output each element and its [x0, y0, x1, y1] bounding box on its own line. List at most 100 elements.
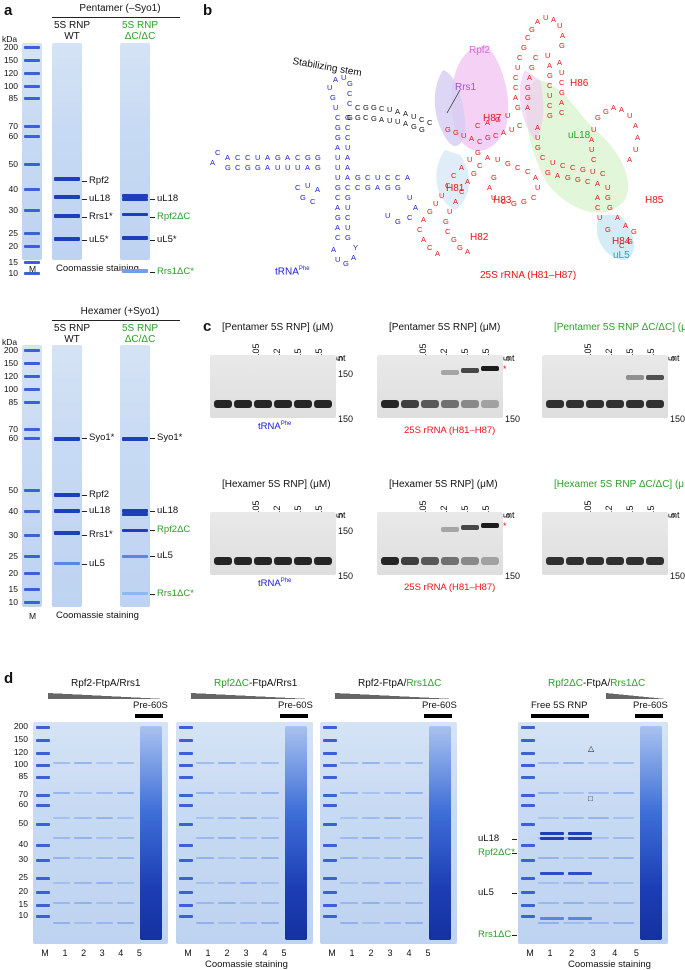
svg-text:G: G [521, 43, 527, 52]
ul5-label: uL5 [613, 250, 630, 261]
svg-text:A: A [627, 155, 632, 164]
gradient-wedge [335, 693, 454, 699]
faint-band [538, 817, 559, 819]
emsa-header: [Pentamer 5S RNP ΔC/ΔC] (μM) [554, 322, 685, 333]
svg-text:G: G [451, 235, 457, 244]
svg-text:U: U [547, 91, 552, 100]
svg-text:G: G [355, 173, 361, 182]
svg-text:A: A [305, 163, 310, 172]
ladder-mw-label: 25 [8, 228, 18, 238]
faint-band [95, 882, 113, 884]
ladder-mw-label: 15 [8, 257, 18, 267]
ladder-band [179, 726, 193, 729]
ladder-mw-label: 200 [3, 42, 18, 52]
svg-text:G: G [330, 93, 336, 102]
left-protein-label: Syo1* [89, 432, 115, 443]
svg-text:C: C [525, 167, 531, 176]
ladder-band [179, 752, 193, 755]
pre60s-label: Pre-60S [278, 700, 313, 711]
ladder-band [24, 135, 40, 138]
svg-text:C: C [345, 183, 351, 192]
trna-caption: tRNAPhe [258, 421, 292, 433]
title-underline [52, 320, 180, 321]
svg-text:G: G [575, 175, 581, 184]
svg-text:A: A [533, 173, 538, 182]
svg-text:G: G [335, 213, 341, 222]
svg-text:C: C [517, 53, 523, 62]
h87-label: H87 [483, 113, 502, 124]
pre60s-label: Pre-60S [633, 700, 668, 711]
nt-150-label: 150 [670, 414, 685, 424]
svg-text:C: C [477, 137, 483, 146]
lane-label: 1 [547, 948, 553, 958]
right-protein-label: uL18 [157, 505, 179, 516]
svg-text:G: G [457, 243, 463, 252]
pre60s-label: Pre-60S [133, 700, 168, 711]
svg-text:C: C [445, 227, 451, 236]
complex-band [441, 370, 459, 375]
h84-label: H84 [612, 236, 631, 247]
faint-band [383, 857, 402, 859]
svg-text:G: G [363, 103, 369, 112]
svg-text:G: G [631, 227, 637, 236]
free-probe-band [294, 557, 312, 565]
nt-150-label: 150 [338, 414, 354, 424]
free-5s-band [568, 837, 592, 840]
hexamer-title: Hexamer (+Syo1) [80, 306, 160, 317]
faint-band [116, 762, 134, 764]
svg-text:A: A [501, 128, 506, 137]
lane-label: M [184, 948, 192, 958]
faint-band [340, 792, 358, 794]
svg-text:C: C [427, 118, 433, 127]
free-probe-band [441, 557, 459, 565]
protein-band [54, 237, 80, 241]
ladder-band [323, 891, 337, 894]
svg-text:A: A [589, 135, 594, 144]
ladder-mw-label: 150 [3, 55, 18, 65]
svg-text:C: C [591, 155, 597, 164]
svg-text:A: A [403, 109, 408, 118]
faint-band [261, 837, 279, 839]
svg-text:C: C [295, 183, 301, 192]
left-protein-label: Rpf2 [89, 489, 110, 500]
svg-text:C: C [459, 187, 465, 196]
faint-band [613, 762, 634, 764]
emsa-header: [Pentamer 5S RNP] (μM) [389, 322, 501, 333]
svg-text:U: U [345, 203, 350, 212]
faint-band [563, 817, 584, 819]
svg-text:C: C [493, 131, 499, 140]
nt-150-top: 150 [338, 369, 354, 379]
free-5s-band [540, 917, 564, 920]
pre60s-bar [280, 714, 308, 718]
pulldown-title: Rpf2-FtpA/Rrs1ΔC [358, 678, 442, 689]
ladder-band [24, 588, 40, 591]
faint-band [217, 837, 236, 839]
svg-text:A: A [560, 31, 565, 40]
coomassie-footer: Coomassie staining [205, 959, 288, 970]
svg-text:A: A [315, 185, 320, 194]
svg-text:A: A [547, 61, 552, 70]
svg-text:C: C [245, 153, 251, 162]
ladder-mw-label: 20 [18, 886, 28, 896]
ladder-band [36, 904, 50, 907]
nt-150-top: 150 [338, 526, 354, 536]
ladder-band [24, 188, 40, 191]
emsa-gel [210, 512, 336, 575]
lane-label: M [526, 948, 534, 958]
lane-label: 1 [349, 948, 355, 958]
lane-m: M [29, 264, 37, 274]
svg-text:C: C [559, 78, 565, 87]
svg-text:G: G [365, 183, 371, 192]
lane-label: 2 [224, 948, 230, 958]
ladder-band [323, 823, 337, 826]
shift-star: * [503, 364, 507, 374]
svg-text:A: A [619, 105, 624, 114]
complex-band [461, 525, 479, 530]
ladder-band [179, 891, 193, 894]
svg-text:U: U [491, 193, 496, 202]
faint-band [383, 762, 402, 764]
ladder-band [521, 776, 535, 779]
pre60s-bar [635, 714, 663, 718]
ladder-band [24, 46, 40, 49]
ladder-band [323, 752, 337, 755]
